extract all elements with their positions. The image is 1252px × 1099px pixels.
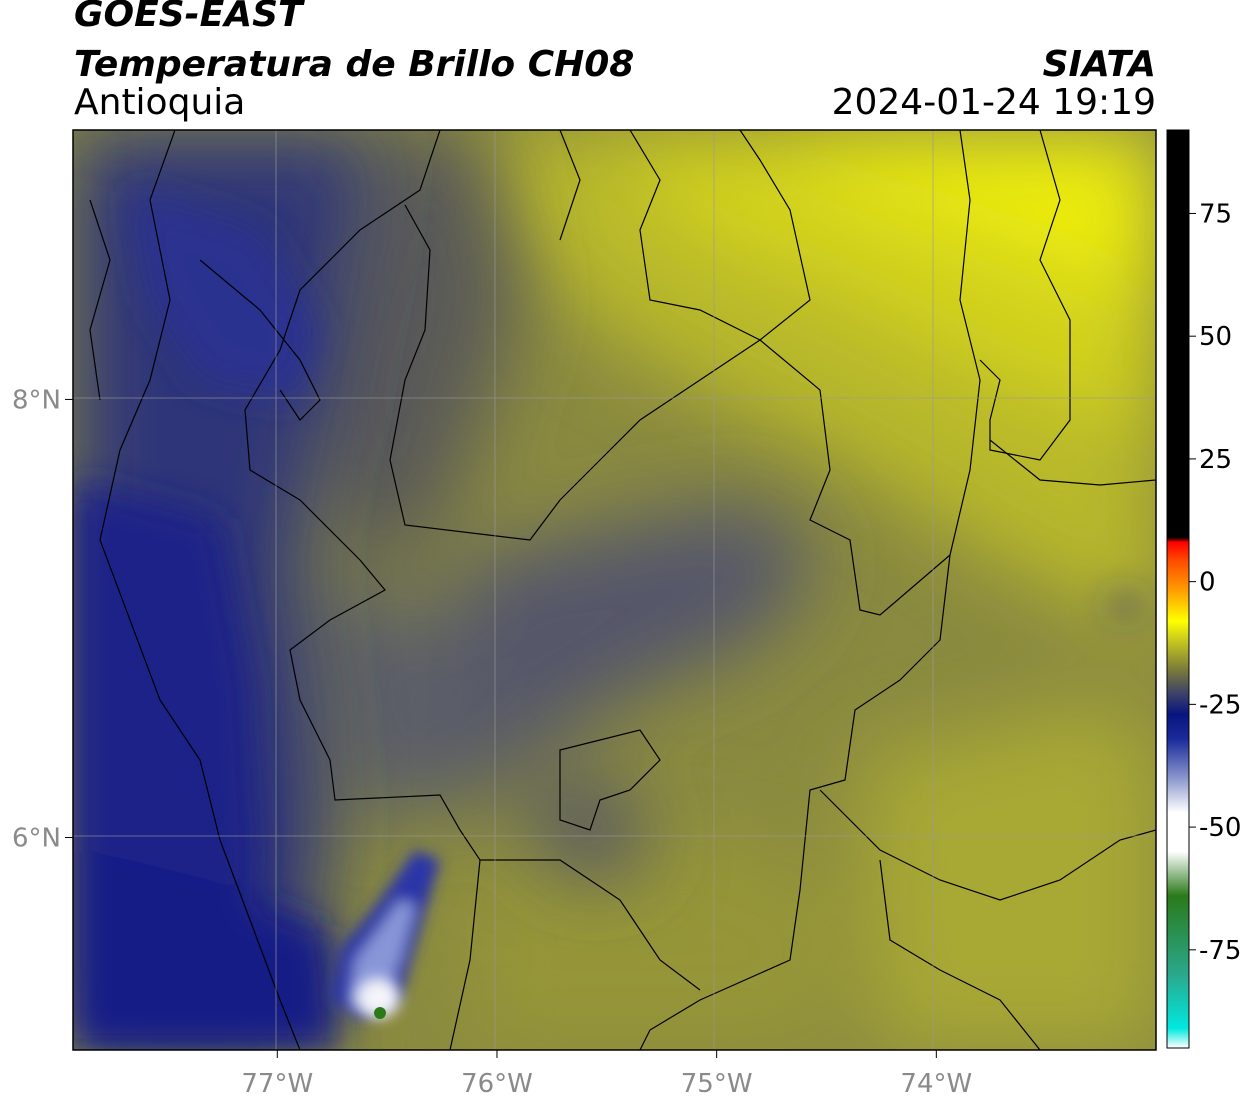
colorbar [1166, 129, 1190, 1049]
colorbar-ticks: 75 50 25 0 -25 -50 -75 [1189, 199, 1241, 966]
colorbar-tick-label: 50 [1199, 322, 1232, 352]
gridlines [73, 130, 1156, 1050]
organization-label: SIATA [1042, 44, 1156, 85]
boundary-lines [89, 130, 1156, 1050]
temperature-field [73, 130, 1156, 1050]
satellite-title: GOES-EAST [74, 0, 303, 35]
colorbar-tick-label: -25 [1199, 690, 1241, 720]
colorbar-tick-label: -75 [1199, 936, 1241, 966]
longitude-ticks: 77°W 76°W 75°W 74°W [241, 1050, 972, 1099]
lon-tick-label: 75°W [681, 1069, 753, 1099]
colorbar-tick-label: 0 [1199, 568, 1216, 598]
lat-tick-label: 8°N [12, 385, 61, 415]
product-title: Temperatura de Brillo CH08 [74, 44, 635, 85]
region-label: Antioquia [74, 82, 246, 123]
datetime-label: 2024-01-24 19:19 [831, 82, 1156, 123]
colorbar-tick-label: 75 [1199, 199, 1232, 229]
lon-tick-label: 77°W [241, 1069, 313, 1099]
lon-tick-label: 76°W [461, 1069, 533, 1099]
latitude-ticks: 8°N 6°N [12, 385, 73, 854]
lon-tick-label: 74°W [900, 1069, 972, 1099]
map-frame [72, 129, 1157, 1051]
lat-tick-label: 6°N [12, 824, 61, 854]
colorbar-tick-label: -50 [1199, 813, 1241, 843]
colorbar-tick-label: 25 [1199, 445, 1232, 475]
